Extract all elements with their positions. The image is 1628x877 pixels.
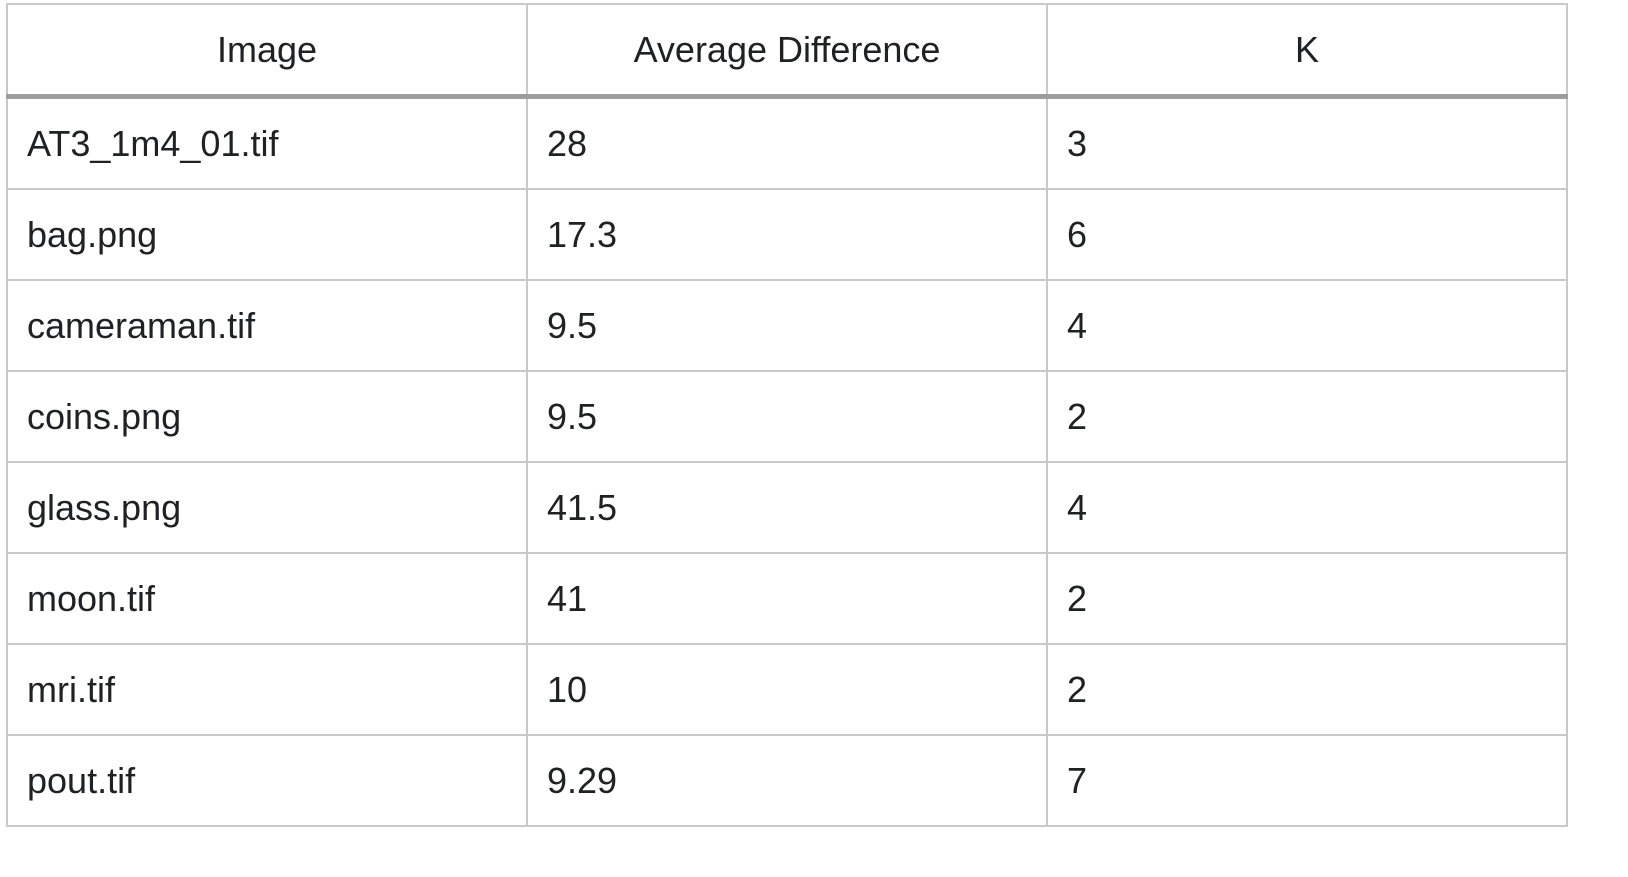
cell-image: moon.tif	[6, 552, 528, 645]
cell-average-difference: 17.3	[526, 188, 1048, 281]
cell-average-difference: 10	[526, 643, 1048, 736]
table-row: glass.png 41.5 4	[6, 461, 1568, 554]
cell-k: 2	[1046, 552, 1568, 645]
cell-k: 2	[1046, 643, 1568, 736]
cell-k: 2	[1046, 370, 1568, 463]
table-row: bag.png 17.3 6	[6, 188, 1568, 281]
cell-image: AT3_1m4_01.tif	[6, 95, 528, 190]
table-row: AT3_1m4_01.tif 28 3	[6, 95, 1568, 190]
header-row: Image Average Difference K	[6, 3, 1568, 99]
cell-average-difference: 28	[526, 95, 1048, 190]
cell-average-difference: 41.5	[526, 461, 1048, 554]
cell-k: 6	[1046, 188, 1568, 281]
cell-image: pout.tif	[6, 734, 528, 827]
table-row: moon.tif 41 2	[6, 552, 1568, 645]
table-header: Image Average Difference K	[6, 3, 1568, 99]
cell-k: 7	[1046, 734, 1568, 827]
cell-image: bag.png	[6, 188, 528, 281]
results-table: Image Average Difference K AT3_1m4_01.ti…	[6, 3, 1568, 827]
cell-k: 4	[1046, 461, 1568, 554]
cell-k: 3	[1046, 95, 1568, 190]
header-average-difference: Average Difference	[526, 3, 1048, 99]
header-k: K	[1046, 3, 1568, 99]
cell-image: glass.png	[6, 461, 528, 554]
header-image: Image	[6, 3, 528, 99]
cell-image: mri.tif	[6, 643, 528, 736]
cell-average-difference: 41	[526, 552, 1048, 645]
cell-average-difference: 9.29	[526, 734, 1048, 827]
cell-image: coins.png	[6, 370, 528, 463]
table-row: pout.tif 9.29 7	[6, 734, 1568, 827]
cell-image: cameraman.tif	[6, 279, 528, 372]
table-row: cameraman.tif 9.5 4	[6, 279, 1568, 372]
table-body: AT3_1m4_01.tif 28 3 bag.png 17.3 6 camer…	[6, 95, 1568, 827]
cell-average-difference: 9.5	[526, 370, 1048, 463]
cell-k: 4	[1046, 279, 1568, 372]
table-row: mri.tif 10 2	[6, 643, 1568, 736]
table-row: coins.png 9.5 2	[6, 370, 1568, 463]
cell-average-difference: 9.5	[526, 279, 1048, 372]
